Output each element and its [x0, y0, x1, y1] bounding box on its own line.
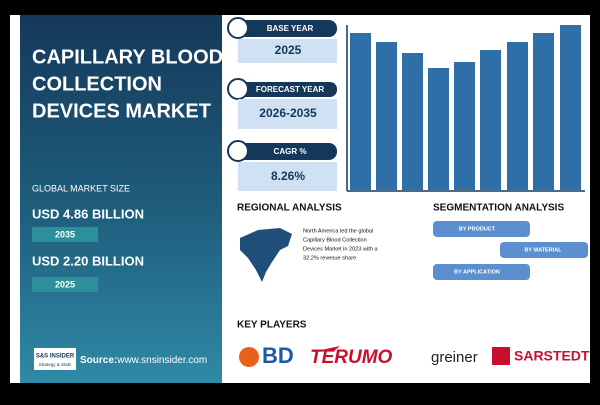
deco-bar [376, 42, 397, 190]
market-year: 2035 [55, 229, 75, 239]
bd-logo-mark [239, 347, 259, 367]
segment-pill [500, 242, 588, 258]
logo-box [34, 348, 76, 370]
source-label: Source: [80, 355, 117, 366]
source-url: www.snsinsider.com [116, 355, 207, 366]
deco-bar [428, 68, 449, 190]
key-players-title: KEY PLAYERS [237, 320, 307, 331]
sidebar-title: CAPILLARY BLOOD COLLECTION DEVICES MARKE… [32, 46, 223, 122]
regional-line: North America led the global [303, 228, 373, 234]
title-line: COLLECTION [32, 73, 162, 95]
decorative-bars [346, 25, 585, 192]
segment-pill [433, 264, 530, 280]
stat-header [238, 82, 337, 97]
year-badge [32, 227, 98, 242]
year-badge [32, 277, 98, 292]
company: TERUMO [310, 347, 393, 368]
stat-label: BASE YEAR [267, 24, 314, 33]
stat-box [238, 39, 337, 63]
stat-card: BASE YEAR 2025 [227, 17, 337, 63]
stat-box [238, 162, 337, 191]
stat-box [238, 99, 337, 129]
segment-pill [433, 221, 530, 237]
stat-value: 2025 [275, 43, 302, 57]
market-value: USD 4.86 BILLION [32, 206, 144, 221]
company: SARSTEDT [514, 348, 590, 364]
deco-bar [507, 42, 528, 190]
regional-line: 32.2% revenue share [303, 255, 356, 261]
market-value: USD 2.20 BILLION [32, 253, 144, 268]
title-line: CAPILLARY BLOOD [32, 46, 223, 68]
deco-bar [454, 62, 475, 190]
deco-bar [402, 53, 423, 190]
stat-card: FORECAST YEAR 2026-2035 [227, 78, 337, 129]
sarstedt-mark [492, 347, 510, 365]
deco-bar [480, 50, 501, 190]
regional-line: Devices Market in 2023 with a [303, 246, 379, 252]
sidebar [20, 15, 222, 383]
company: BD [262, 343, 294, 368]
stat-value: 2026-2035 [259, 106, 317, 120]
stat-header [238, 143, 337, 160]
source: Source:www.snsinsider.com [80, 355, 207, 366]
regional-text: North America led the global Capillary B… [303, 228, 379, 261]
segment-label: BY APPLICATION [454, 269, 500, 275]
stat-icon [227, 78, 249, 100]
market-year: 2025 [55, 279, 75, 289]
logo-name: S&S INSIDER [36, 354, 75, 360]
stat-card: CAGR % 8.26% [227, 140, 337, 191]
stat-value: 8.26% [271, 169, 305, 183]
company: greiner [431, 349, 478, 366]
stat-icon [227, 17, 249, 39]
market-size-label: GLOBAL MARKET SIZE [32, 183, 130, 193]
segmentation-title: SEGMENTATION ANALYSIS [433, 203, 564, 214]
logo-tagline: Strategy & Stats [39, 362, 72, 367]
stat-icon [227, 140, 249, 162]
segment-label: BY PRODUCT [459, 226, 496, 232]
stat-label: FORECAST YEAR [256, 85, 325, 94]
regional-line: Capillary Blood Collection [303, 237, 367, 243]
regional-title: REGIONAL ANALYSIS [237, 203, 342, 214]
terumo-swoosh [312, 346, 340, 352]
deco-bar [560, 25, 581, 190]
title-line: DEVICES MARKET [32, 100, 211, 122]
map-north-america [240, 228, 292, 282]
stat-label: CAGR % [274, 147, 307, 156]
deco-bar [533, 33, 554, 190]
stat-header [238, 20, 337, 37]
segment-label: BY MATERIAL [524, 247, 562, 253]
deco-bar [350, 33, 371, 190]
